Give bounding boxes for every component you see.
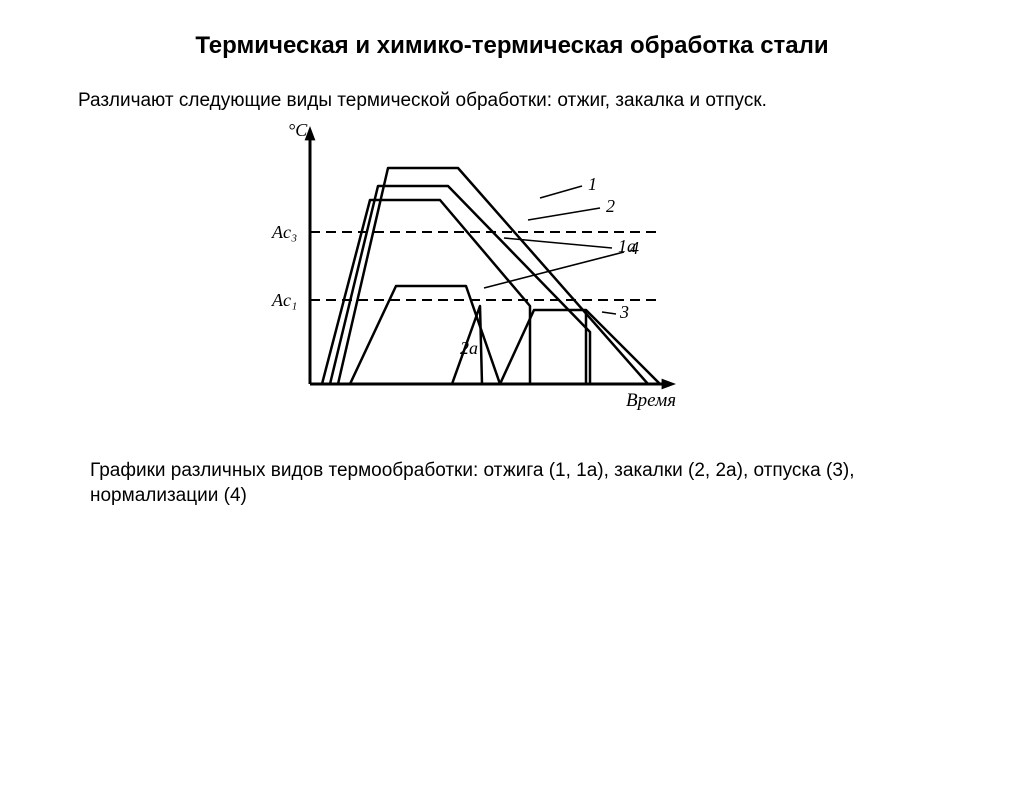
curve-label: 2 (606, 196, 615, 216)
axis-arrow-icon (662, 378, 676, 389)
curve-label: 2a (460, 338, 478, 358)
heat-treatment-chart: Ac₃Ac₁121a42a3°CВремя (240, 114, 760, 434)
y-axis-label: °C (288, 120, 308, 140)
chart-caption: Графики различных видов термообработки: … (90, 458, 944, 509)
curve-label: 4 (630, 238, 639, 258)
x-axis-label: Время (626, 390, 676, 411)
ref-line-label: Ac₁ (271, 290, 297, 310)
curve-label: 1 (588, 174, 597, 194)
curve-label: 3 (619, 302, 629, 322)
curve-c1 (310, 168, 648, 384)
ref-line-label: Ac₃ (271, 222, 297, 242)
label-lead (504, 238, 612, 248)
curve-c3 (500, 310, 586, 384)
curve-c1a (310, 200, 530, 384)
label-lead (484, 252, 624, 288)
chart-svg: Ac₃Ac₁121a42a3°CВремя (240, 114, 760, 434)
intro-text: Различают следующие виды термической обр… (78, 88, 934, 114)
label-lead (528, 208, 600, 220)
label-lead (540, 186, 582, 198)
page-title: Термическая и химико-термическая обработ… (0, 32, 1024, 60)
curve-c4 (310, 286, 500, 384)
label-lead (602, 312, 616, 314)
